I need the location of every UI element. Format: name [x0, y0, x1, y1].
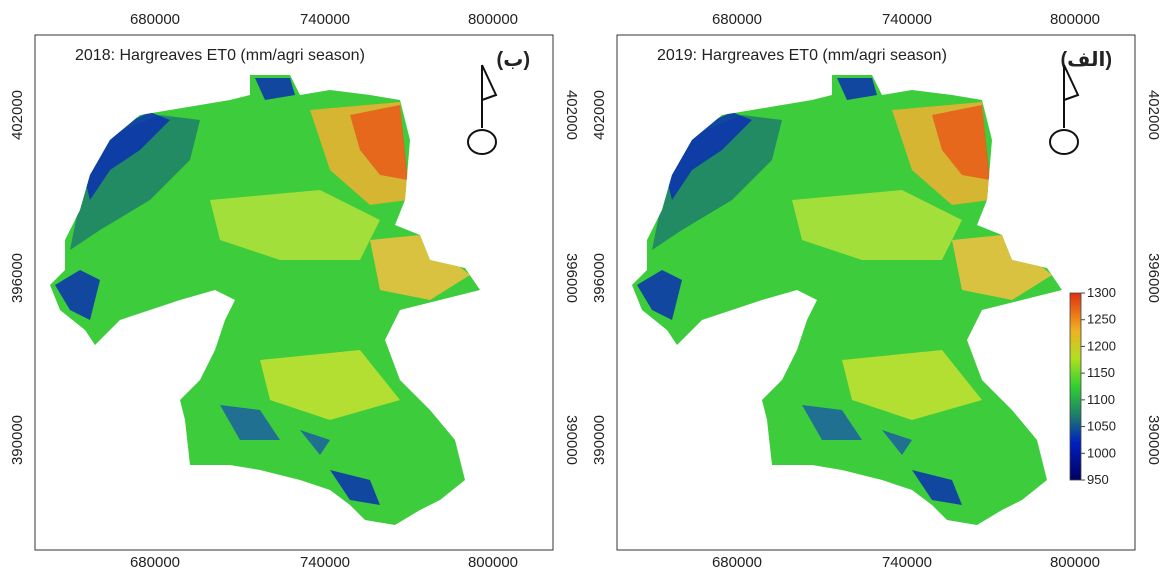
- zone: [255, 78, 295, 100]
- map-panel: 2019: Hargreaves ET0 (mm/agri season) (ال…: [591, 11, 1161, 571]
- zone: [952, 235, 1052, 300]
- y-tick-label: 390000: [563, 415, 580, 465]
- y-tick-label: 396000: [9, 253, 26, 303]
- zone: [210, 190, 380, 260]
- x-tick-label: 800000: [468, 11, 518, 28]
- zone: [330, 470, 380, 505]
- north-arrow: [481, 64, 498, 101]
- zone: [260, 350, 400, 420]
- zone: [792, 190, 962, 260]
- zone: [842, 350, 982, 420]
- zone: [370, 235, 470, 300]
- y-tick-label: 402000: [1145, 90, 1161, 140]
- north-arrow: [1063, 64, 1080, 101]
- y-tick-label: 396000: [1145, 253, 1161, 303]
- zone: [932, 105, 990, 180]
- region-zones: [55, 78, 470, 505]
- zone: [637, 270, 682, 320]
- x-tick-label: 800000: [468, 554, 518, 571]
- y-tick-label: 390000: [9, 415, 26, 465]
- region-map: [632, 75, 1062, 525]
- x-tick-label: 740000: [882, 554, 932, 571]
- north-arrow: [467, 129, 497, 155]
- colorbar-label: 1300: [1087, 285, 1116, 300]
- north-arrow: [1049, 129, 1079, 155]
- y-tick-label: 390000: [1145, 415, 1161, 465]
- y-tick-label: 396000: [591, 253, 608, 303]
- colorbar-label: 1050: [1087, 419, 1116, 434]
- panel-label: (ب): [497, 49, 530, 71]
- colorbar-label: 1100: [1087, 392, 1115, 407]
- x-tick-label: 740000: [882, 11, 932, 28]
- y-tick-label: 402000: [9, 90, 26, 140]
- zone: [55, 270, 100, 320]
- colorbar-label: 1000: [1087, 445, 1116, 460]
- x-tick-label: 740000: [300, 554, 350, 571]
- zone: [837, 78, 877, 100]
- y-tick-label: 396000: [563, 253, 580, 303]
- zone: [802, 405, 862, 440]
- y-tick-label: 402000: [591, 90, 608, 140]
- colorbar: 950 1000 1050 1100 1150 1200 1250 1300: [1069, 285, 1116, 487]
- colorbar-label: 950: [1087, 472, 1109, 487]
- x-tick-label: 680000: [712, 11, 762, 28]
- map-panel: 2018: Hargreaves ET0 (mm/agri season) (ب)…: [9, 11, 580, 571]
- zone: [882, 430, 912, 455]
- y-tick-label: 402000: [563, 90, 580, 140]
- x-tick-label: 800000: [1050, 554, 1100, 571]
- y-tick-label: 390000: [591, 415, 608, 465]
- map-title: 2019: Hargreaves ET0 (mm/agri season): [657, 47, 947, 64]
- colorbar-label: 1250: [1087, 312, 1116, 327]
- zone: [912, 470, 962, 505]
- zone: [667, 112, 752, 200]
- x-tick-label: 680000: [130, 11, 180, 28]
- x-tick-label: 740000: [300, 11, 350, 28]
- panel-label: (الف): [1060, 49, 1112, 71]
- zone: [350, 105, 408, 180]
- x-tick-label: 680000: [130, 554, 180, 571]
- map-title: 2018: Hargreaves ET0 (mm/agri season): [75, 47, 365, 64]
- zone: [300, 430, 330, 455]
- colorbar-label: 1200: [1087, 338, 1116, 353]
- map-frame: [616, 34, 1136, 551]
- map-frame: [34, 34, 554, 551]
- zone: [220, 405, 280, 440]
- region-zones: [637, 78, 1052, 505]
- region-map: [50, 75, 480, 525]
- x-tick-label: 680000: [712, 554, 762, 571]
- colorbar-ramp: [1069, 292, 1082, 481]
- x-tick-label: 800000: [1050, 11, 1100, 28]
- colorbar-label: 1150: [1087, 365, 1115, 380]
- zone: [85, 112, 170, 200]
